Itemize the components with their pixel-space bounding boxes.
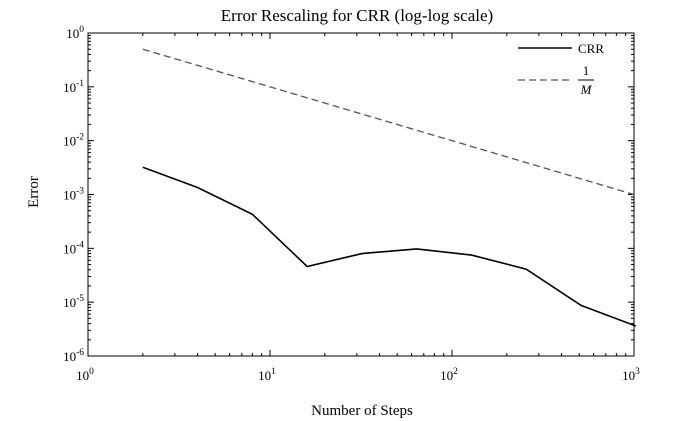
chart-title: Error Rescaling for CRR (log-log scale) — [221, 6, 493, 25]
y-axis-label: Error — [26, 176, 42, 208]
y-tick-label: 10-4 — [63, 240, 84, 256]
legend-ref-numerator: 1 — [583, 63, 590, 78]
plot-frame — [87, 32, 635, 357]
tick-labels: 100 101 102 103 100 10-1 10-2 10-3 10-4 10-5 10-6 — [63, 25, 640, 383]
series-layer — [142, 48, 637, 327]
y-tick-label: 10-6 — [63, 348, 84, 364]
x-axis-label: Number of Steps — [311, 403, 413, 419]
y-tick-label: 100 — [66, 25, 84, 41]
x-tick-label: 103 — [622, 367, 640, 383]
legend: CRR 1 M — [518, 41, 604, 97]
axis-ticks — [87, 32, 635, 357]
x-tick-label: 102 — [440, 367, 458, 383]
y-tick-label: 10-1 — [63, 79, 84, 95]
y-tick-label: 10-5 — [63, 294, 84, 310]
x-tick-label: 100 — [76, 367, 94, 383]
x-tick-label: 101 — [258, 367, 276, 383]
y-tick-label: 10-2 — [63, 133, 84, 149]
legend-crr-label: CRR — [578, 41, 604, 56]
crr-error-line — [142, 166, 637, 327]
reference-1-over-m-line — [142, 48, 637, 196]
plot-area — [87, 32, 637, 357]
y-tick-label: 10-3 — [63, 187, 84, 203]
legend-ref-denominator: M — [580, 82, 593, 97]
